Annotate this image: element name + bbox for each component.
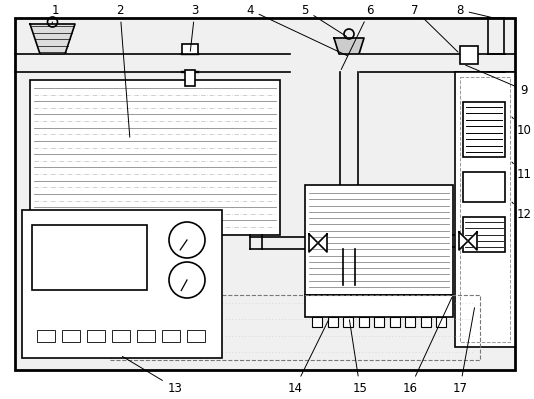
- Bar: [32, 225, 147, 290]
- Bar: [37, 330, 55, 342]
- Text: 6: 6: [341, 4, 374, 69]
- Text: 14: 14: [287, 320, 329, 395]
- Bar: [455, 72, 515, 347]
- Bar: [463, 102, 505, 157]
- Text: 16: 16: [403, 298, 452, 395]
- Bar: [305, 185, 453, 295]
- Bar: [389, 317, 399, 327]
- Text: 13: 13: [122, 356, 183, 395]
- Bar: [185, 70, 195, 86]
- Bar: [460, 77, 510, 342]
- Polygon shape: [334, 38, 364, 54]
- Bar: [182, 44, 198, 54]
- Bar: [187, 330, 205, 342]
- Text: 8: 8: [457, 4, 491, 18]
- Bar: [305, 295, 453, 317]
- Bar: [112, 330, 130, 342]
- Bar: [110, 295, 480, 360]
- Bar: [30, 80, 280, 235]
- Polygon shape: [318, 234, 327, 252]
- Bar: [460, 46, 478, 64]
- Bar: [463, 172, 505, 202]
- Bar: [405, 317, 415, 327]
- Bar: [19, 22, 511, 366]
- Bar: [343, 317, 353, 327]
- Bar: [420, 317, 430, 327]
- Bar: [17, 54, 290, 72]
- Bar: [436, 317, 446, 327]
- Text: 10: 10: [512, 117, 531, 136]
- Bar: [62, 330, 80, 342]
- Text: 3: 3: [190, 4, 199, 51]
- Text: 5: 5: [301, 4, 347, 37]
- Bar: [87, 330, 105, 342]
- Polygon shape: [309, 234, 318, 252]
- Bar: [358, 317, 368, 327]
- Bar: [162, 330, 180, 342]
- Bar: [360, 54, 515, 72]
- Bar: [463, 217, 505, 252]
- Bar: [312, 317, 322, 327]
- Text: 7: 7: [411, 4, 458, 52]
- Text: 17: 17: [452, 308, 475, 395]
- Polygon shape: [468, 232, 477, 250]
- Text: 15: 15: [349, 320, 367, 395]
- Bar: [22, 210, 222, 358]
- Text: 1: 1: [51, 4, 59, 24]
- Bar: [327, 317, 337, 327]
- Text: 2: 2: [116, 4, 130, 137]
- Bar: [137, 330, 155, 342]
- Text: 12: 12: [512, 202, 531, 221]
- Polygon shape: [459, 232, 468, 250]
- Polygon shape: [30, 24, 75, 54]
- Text: 11: 11: [512, 162, 531, 182]
- Bar: [15, 18, 515, 370]
- Bar: [374, 317, 384, 327]
- Text: 9: 9: [466, 65, 528, 97]
- Text: 4: 4: [246, 4, 348, 56]
